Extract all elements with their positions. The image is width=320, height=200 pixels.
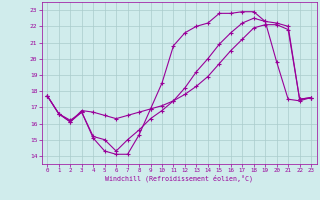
X-axis label: Windchill (Refroidissement éolien,°C): Windchill (Refroidissement éolien,°C): [105, 175, 253, 182]
